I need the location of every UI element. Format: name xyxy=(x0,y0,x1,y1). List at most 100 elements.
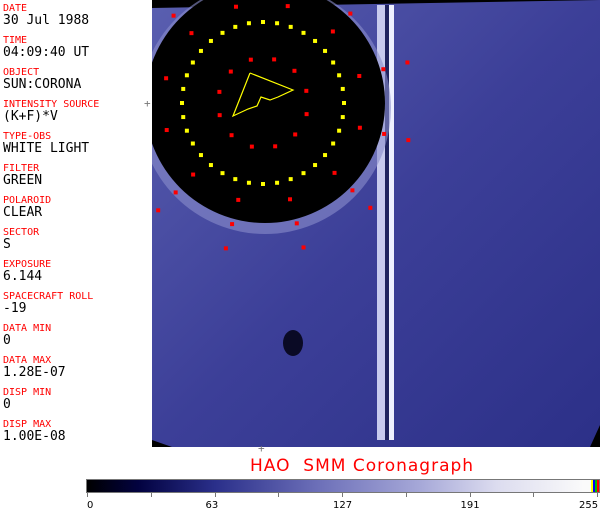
grid-dot-yellow xyxy=(331,141,336,146)
field-value: 30 Jul 1988 xyxy=(3,13,90,28)
grid-dot-red xyxy=(301,245,306,250)
header-field: TYPE-OBS WHITE LIGHT xyxy=(3,131,89,156)
grid-dot-red xyxy=(171,13,176,18)
field-label: FILTER xyxy=(3,163,40,174)
grid-dot-red xyxy=(288,197,293,202)
grid-dot-yellow xyxy=(190,141,195,146)
grid-dot-red xyxy=(368,205,373,210)
field-value: 1.00E-08 xyxy=(3,429,66,444)
colorbar-tick-label: 191 xyxy=(460,500,480,511)
grid-dot-yellow xyxy=(180,101,184,105)
grid-dot-yellow xyxy=(208,38,213,43)
grid-dot-yellow xyxy=(233,177,238,182)
colorbar-end-swatch xyxy=(597,480,599,492)
occulter-disk xyxy=(152,0,385,223)
grid-dot-yellow xyxy=(220,30,225,35)
field-label: TYPE-OBS xyxy=(3,131,52,142)
grid-dot-yellow xyxy=(275,180,280,185)
grid-dot-red xyxy=(249,144,254,149)
field-label: DISP MAX xyxy=(3,419,52,430)
field-value: GREEN xyxy=(3,173,43,188)
field-value: 0 xyxy=(3,333,11,348)
grid-dot-red xyxy=(217,113,222,118)
grid-dot-yellow xyxy=(331,60,336,65)
colorbar-tick-label: 63 xyxy=(205,500,219,511)
colorbar-tick-label: 255 xyxy=(579,500,599,511)
grid-dot-yellow xyxy=(275,21,280,26)
grid-dot-yellow xyxy=(190,60,195,65)
grid-dot-red xyxy=(233,4,238,9)
grid-dot-red xyxy=(285,4,290,9)
grid-dot-red xyxy=(357,125,362,130)
header-field: TIME 04:09:40 UT xyxy=(3,35,89,60)
grid-dot-red xyxy=(350,188,355,193)
field-value: CLEAR xyxy=(3,205,43,220)
field-label: SECTOR xyxy=(3,227,40,238)
grid-dot-red xyxy=(236,197,241,202)
colorbar-tick xyxy=(405,492,407,497)
grid-dot-yellow xyxy=(288,24,293,29)
grid-dot-red xyxy=(273,144,278,149)
grid-dot-yellow xyxy=(340,115,345,120)
grid-dot-yellow xyxy=(323,48,328,53)
field-label: DATA MAX xyxy=(3,355,52,366)
colorbar-tick xyxy=(278,492,280,497)
grid-dot-red xyxy=(248,57,253,62)
grid-dot-yellow xyxy=(323,153,328,158)
colorbar-end-swatch xyxy=(593,480,595,492)
colorbar-tick xyxy=(150,492,152,497)
grid-dot-red xyxy=(229,133,234,138)
grid-dot-red xyxy=(332,170,337,175)
field-label: TIME xyxy=(3,35,28,46)
grid-dot-red xyxy=(230,222,235,227)
field-label: OBJECT xyxy=(3,67,40,78)
header-field: INTENSITY SOURCE (K+F)*V xyxy=(3,99,99,124)
field-value: SUN:CORONA xyxy=(3,77,82,92)
field-label: DATA MIN xyxy=(3,323,52,334)
grid-dot-red xyxy=(292,68,297,73)
colorbar xyxy=(86,479,600,493)
field-value: 04:09:40 UT xyxy=(3,45,90,60)
field-value: S xyxy=(3,237,11,252)
field-value: 1.28E-07 xyxy=(3,365,66,380)
grid-dot-red xyxy=(405,60,410,65)
field-value: (K+F)*V xyxy=(3,109,58,124)
colorbar-tick xyxy=(597,492,598,497)
header-field: SPACECRAFT ROLL -19 xyxy=(3,291,93,316)
colorbar-tick xyxy=(214,492,216,497)
grid-dot-red xyxy=(164,76,169,81)
grid-dot-red xyxy=(357,73,362,78)
pylon-stripe-bright xyxy=(389,5,394,440)
field-value: 0 xyxy=(3,397,11,412)
left-tick-plus: + xyxy=(144,97,151,110)
header-panel: DATE 30 Jul 1988 TIME 04:09:40 UT OBJECT SUN:… xyxy=(0,0,153,447)
grid-dot-red xyxy=(348,11,353,16)
grid-dot-red xyxy=(228,69,233,74)
grid-dot-yellow xyxy=(313,163,318,168)
header-field: DISP MAX 1.00E-08 xyxy=(3,419,66,444)
header-field: FILTER GREEN xyxy=(3,163,42,188)
field-label: POLAROID xyxy=(3,195,52,206)
sun-orientation-marker xyxy=(231,72,295,118)
bottom-tick-plus: + xyxy=(258,442,265,455)
grid-dot-yellow xyxy=(261,20,265,24)
header-field: DATA MAX 1.28E-07 xyxy=(3,355,66,380)
grid-dot-yellow xyxy=(181,115,186,120)
grid-dot-red xyxy=(223,246,228,251)
colorbar-tick xyxy=(342,492,343,497)
grid-dot-red xyxy=(217,89,222,94)
colorbar-tick-label: 0 xyxy=(87,500,94,511)
dark-spot xyxy=(283,330,303,356)
grid-dot-yellow xyxy=(246,21,251,26)
header-field: SECTOR S xyxy=(3,227,39,252)
coronagraph-image xyxy=(152,0,600,447)
header-field: DATA MIN 0 xyxy=(3,323,51,348)
grid-dot-yellow xyxy=(233,24,238,29)
grid-dot-yellow xyxy=(340,86,345,91)
grid-dot-yellow xyxy=(301,30,306,35)
field-value: 6.144 xyxy=(3,269,43,284)
colorbar-tick xyxy=(533,492,535,497)
pylon-stripe xyxy=(377,5,385,440)
grid-dot-red xyxy=(272,57,277,62)
grid-dot-red xyxy=(304,112,309,117)
